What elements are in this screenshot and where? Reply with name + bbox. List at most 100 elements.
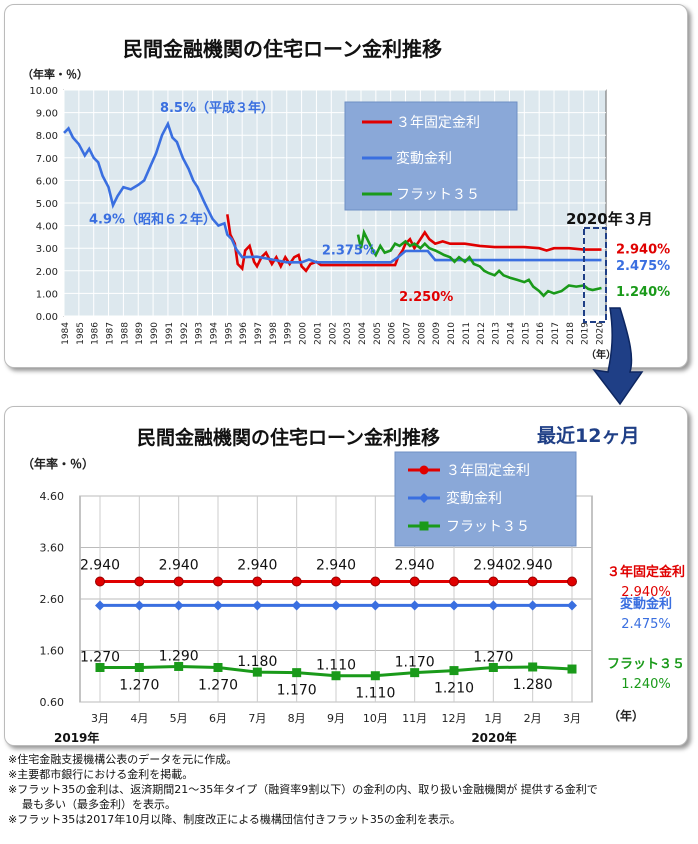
data-label: 2.940 <box>159 557 199 573</box>
x-tick-label: 7月 <box>248 712 266 725</box>
data-point <box>488 576 499 587</box>
data-point <box>134 600 145 611</box>
x-tick-label: 1988 <box>120 322 130 345</box>
x-tick-label: 5月 <box>170 712 188 725</box>
data-point <box>291 576 302 587</box>
chart2-subtitle: 最近12ヶ月 <box>537 425 640 447</box>
data-point <box>488 662 498 672</box>
x-tick-label: 1994 <box>209 322 219 345</box>
data-point <box>134 576 145 587</box>
x-tick-label: 6月 <box>209 712 227 725</box>
y-tick-label: 7.00 <box>36 154 58 165</box>
data-point <box>528 662 538 672</box>
data-label: 1.180 <box>237 654 277 670</box>
data-label: 1.110 <box>316 658 356 674</box>
series-line-0 <box>226 214 602 273</box>
x-tick-label: 2003 <box>343 322 353 345</box>
data-label: 2.940 <box>513 557 553 573</box>
x-tick-label: 2007 <box>403 322 413 345</box>
data-point <box>252 667 262 677</box>
data-point <box>213 600 223 611</box>
data-point <box>567 600 577 611</box>
x-tick-label: 2009 <box>432 322 442 345</box>
series-line-1 <box>63 120 602 264</box>
x-tick-label: 1月 <box>484 712 502 725</box>
data-label: 1.110 <box>355 686 395 702</box>
x-tick-label: 2019 <box>581 322 591 345</box>
chart1-title: 民間金融機関の住宅ローン金利推移 <box>123 37 442 61</box>
x-tick-label: 2020 <box>596 322 606 345</box>
y-tick-label: 1.00 <box>36 289 58 300</box>
data-point <box>173 576 184 587</box>
x-tick-label: 2011 <box>462 322 472 345</box>
x-tick-label: 2005 <box>373 322 383 345</box>
x-tick-label: 9月 <box>327 712 345 725</box>
y-tick-label: 0.00 <box>36 312 58 323</box>
y-axis-label: （年率・％） <box>22 456 94 471</box>
x-tick-label: 8月 <box>288 712 306 725</box>
data-point <box>370 600 381 611</box>
data-label: 2.940 <box>473 557 513 573</box>
annotation-1: 4.9%（昭和６２年） <box>89 211 216 227</box>
legend-label-0: ３年固定金利 <box>396 115 480 131</box>
annotation-3: 2.250% <box>399 290 453 305</box>
data-label: 1.270 <box>473 649 513 665</box>
data-point <box>95 600 105 611</box>
x-tick-label: 1989 <box>135 322 145 345</box>
end-series-value: 2.475% <box>621 617 671 632</box>
series-line-2 <box>356 228 602 298</box>
arrow-down-icon <box>592 307 644 406</box>
data-point <box>449 666 459 676</box>
legend-label-2: フラット３５ <box>396 187 480 203</box>
data-point <box>449 600 459 611</box>
x-tick-label: 10月 <box>363 712 388 725</box>
end-series-value: 1.240% <box>621 677 671 692</box>
x-tick-label: 11月 <box>402 712 427 725</box>
data-point <box>370 671 380 681</box>
legend-label-2: フラット３５ <box>446 519 530 535</box>
y-tick-label: 8.00 <box>36 131 58 142</box>
data-label: 1.270 <box>119 677 159 693</box>
x-tick-label: 1995 <box>224 322 234 345</box>
x-tick-label: 2015 <box>521 322 531 345</box>
annotation-0: 8.5%（平成３年） <box>160 100 274 116</box>
data-point <box>331 671 341 681</box>
x-tick-label: 2013 <box>492 322 502 345</box>
footnote: ※住宅金融支援機構公表のデータを元に作成。 <box>8 753 238 766</box>
x-tick-label: 1990 <box>150 322 160 345</box>
x-tick-label: 2016 <box>536 322 546 345</box>
chart2-title: 民間金融機関の住宅ローン金利推移 <box>137 427 441 449</box>
data-point <box>527 576 538 587</box>
end-series-name: 変動金利 <box>620 596 672 612</box>
x-tick-label: 2017 <box>551 322 561 345</box>
data-point <box>213 576 223 587</box>
x-tick-label: 3月 <box>563 712 581 725</box>
data-point <box>95 662 105 672</box>
x-tick-label: 1992 <box>180 322 190 345</box>
legend-marker <box>419 465 429 475</box>
data-label: 2.940 <box>316 557 356 573</box>
data-point <box>173 600 184 611</box>
x-tick-label: 2014 <box>506 322 516 345</box>
annotation-2: 2.375% <box>322 243 376 258</box>
x-tick-label: 2008 <box>417 322 427 345</box>
data-point <box>134 662 144 672</box>
x-tick-label: 2000 <box>299 322 309 345</box>
end-value-0: 2.940% <box>616 243 670 258</box>
end-series-value: 2.940% <box>621 585 671 600</box>
x-tick-label: 2004 <box>358 322 368 345</box>
x-tick-label: 1987 <box>106 322 116 345</box>
footnote: 最も多い（最多金利）を表示。 <box>22 798 176 811</box>
data-point <box>213 662 223 672</box>
data-point <box>527 600 538 611</box>
data-point <box>174 661 184 671</box>
data-label: 1.290 <box>159 648 199 664</box>
x-tick-label: 2月 <box>524 712 542 725</box>
legend-label-1: 変動金利 <box>396 150 452 167</box>
date-label: 2020年３月 <box>566 210 653 228</box>
data-point <box>331 576 341 587</box>
legend-label-0: ３年固定金利 <box>446 463 530 479</box>
legend-box <box>344 101 518 211</box>
x-tick-label: 2012 <box>477 322 487 345</box>
